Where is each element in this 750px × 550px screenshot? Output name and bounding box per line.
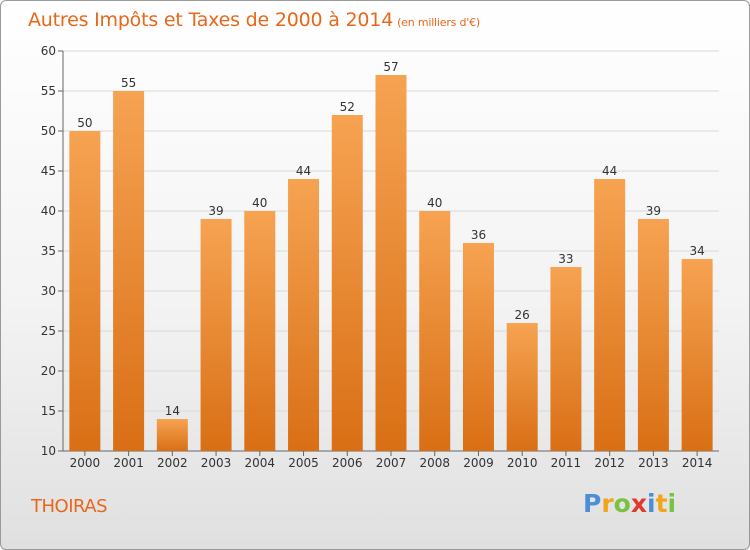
bar-value-label: 26	[515, 308, 530, 322]
bar	[550, 267, 582, 451]
logo-letter: o	[613, 489, 631, 518]
bar	[637, 219, 669, 451]
y-tick-label: 55	[41, 84, 56, 98]
x-tick-label: 2010	[507, 456, 538, 470]
bar-value-label: 39	[208, 204, 223, 218]
x-tick-label: 2005	[288, 456, 319, 470]
chart-title: Autres Impôts et Taxes de 2000 à 2014 (en…	[28, 9, 480, 31]
bar	[419, 211, 451, 451]
bar-value-label: 39	[646, 204, 661, 218]
x-tick-label: 2007	[376, 456, 407, 470]
bar-value-label: 44	[296, 164, 311, 178]
y-tick-label: 45	[41, 164, 56, 178]
logo-letter: i	[647, 489, 656, 518]
x-tick-label: 2000	[70, 456, 101, 470]
bar	[156, 419, 188, 451]
bar	[69, 131, 101, 451]
y-tick-label: 15	[41, 404, 56, 418]
bar	[681, 259, 713, 451]
commune-name: THOIRAS	[31, 496, 108, 517]
bar-value-label: 14	[165, 404, 180, 418]
bar	[200, 219, 232, 451]
x-tick-label: 2004	[245, 456, 276, 470]
x-tick-label: 2002	[157, 456, 188, 470]
x-tick-label: 2001	[113, 456, 144, 470]
x-tick-label: 2013	[638, 456, 669, 470]
x-tick-label: 2012	[594, 456, 625, 470]
y-tick-label: 40	[41, 204, 56, 218]
bar	[113, 91, 145, 451]
labels: 50 2000 55 2001 14 2002 39 2003 40 2004 44 2005 52 20…	[70, 60, 713, 470]
y-tick-label: 20	[41, 364, 56, 378]
y-tick-label: 60	[41, 44, 56, 58]
bar-value-label: 36	[471, 228, 486, 242]
x-tick-label: 2006	[332, 456, 363, 470]
bar	[462, 243, 494, 451]
bar-value-label: 44	[602, 164, 617, 178]
y-tick-label: 50	[41, 124, 56, 138]
chart-subtitle: (en milliers d'€)	[397, 16, 480, 29]
bar	[594, 179, 626, 451]
x-tick-label: 2011	[551, 456, 582, 470]
bar	[244, 211, 276, 451]
x-tick-label: 2014	[682, 456, 713, 470]
bar-value-label: 33	[558, 252, 573, 266]
bar-value-label: 55	[121, 76, 136, 90]
bars	[69, 75, 713, 451]
chart-title-text: Autres Impôts et Taxes de 2000 à 2014	[28, 9, 394, 31]
bar-value-label: 57	[383, 60, 398, 74]
logo-letter: i	[667, 489, 677, 518]
y-tick-label: 10	[41, 444, 56, 458]
y-tick-label: 25	[41, 324, 56, 338]
bar-value-label: 50	[77, 116, 92, 130]
bar-value-label: 40	[427, 196, 442, 210]
logo-letter: r	[601, 489, 614, 518]
bar	[375, 75, 407, 451]
y-tick-label: 30	[41, 284, 56, 298]
bar	[331, 115, 363, 451]
bar	[288, 179, 320, 451]
logo-letter: t	[655, 489, 668, 518]
x-tick-label: 2009	[463, 456, 494, 470]
y-tick-label: 35	[41, 244, 56, 258]
x-tick-label: 2003	[201, 456, 232, 470]
bar	[506, 323, 538, 451]
bar-value-label: 34	[689, 244, 704, 258]
bar-value-label: 40	[252, 196, 267, 210]
logo-letter: P	[583, 489, 602, 518]
bar-value-label: 52	[340, 100, 355, 114]
x-tick-label: 2008	[419, 456, 450, 470]
proxiti-logo[interactable]: Proxiti	[583, 489, 676, 518]
logo-letter: x	[630, 489, 647, 518]
